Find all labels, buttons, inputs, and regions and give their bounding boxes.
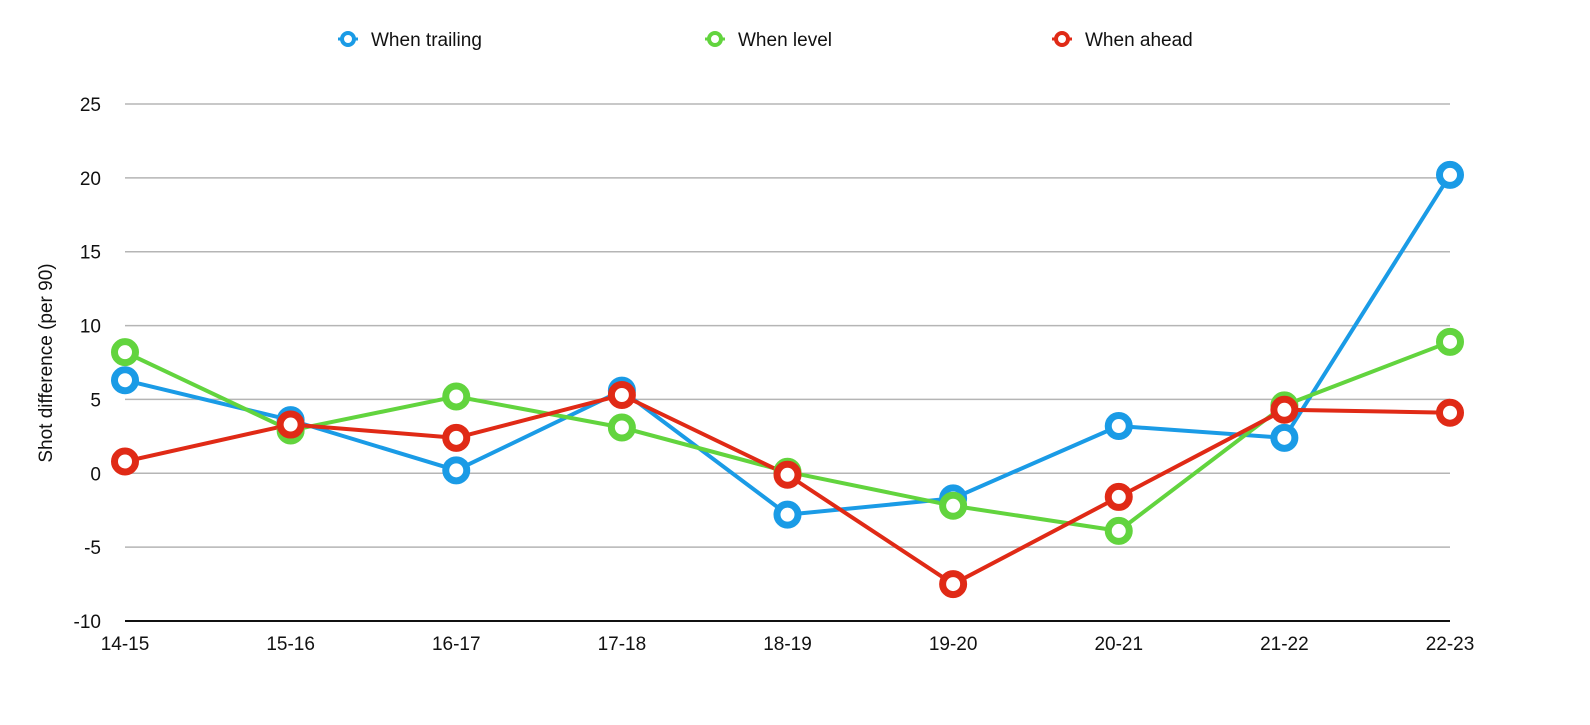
legend-item: When trailing [338, 30, 482, 51]
data-point [442, 456, 471, 485]
x-tick-label: 22-23 [1426, 634, 1475, 655]
data-point [276, 410, 305, 439]
data-point [773, 500, 802, 529]
x-tick-label: 14-15 [101, 634, 150, 655]
legend-label: When ahead [1085, 30, 1193, 51]
legend-item: When ahead [1052, 30, 1193, 51]
x-tick-label: 21-22 [1260, 634, 1309, 655]
y-tick-label: 15 [80, 243, 101, 264]
x-tick-label: 20-21 [1094, 634, 1143, 655]
y-tick-label: 10 [80, 317, 101, 338]
y-tick-label: -10 [74, 612, 101, 633]
data-point [1270, 423, 1299, 452]
legend-label: When trailing [371, 30, 482, 51]
series-group [111, 160, 1464, 599]
legend-swatch-marker [1054, 31, 1070, 47]
x-axis: 14-15 15-16 16-17 17-18 18-19 19-20 20-21 21-22… [101, 634, 1475, 655]
data-point [607, 380, 636, 409]
x-tick-label: 16-17 [432, 634, 481, 655]
data-point [607, 413, 636, 442]
data-point [111, 338, 139, 367]
y-axis: 25 20 15 10 5 0 -5 -10 [74, 95, 101, 633]
data-point [939, 570, 968, 599]
x-tick-label: 19-20 [929, 634, 978, 655]
y-tick-label: 5 [90, 390, 101, 411]
y-tick-label: -5 [84, 538, 101, 559]
data-point [1270, 395, 1299, 424]
data-point [1436, 160, 1464, 189]
data-point [939, 491, 968, 520]
legend-swatch-marker [340, 31, 356, 47]
legend-label: When level [738, 30, 832, 51]
data-point [1436, 398, 1464, 427]
x-tick-label: 17-18 [598, 634, 647, 655]
legend-item: When level [705, 30, 832, 51]
x-tick-label: 15-16 [266, 634, 315, 655]
y-tick-label: 25 [80, 95, 101, 116]
legend: When trailing When level When ahead [338, 30, 1193, 51]
x-tick-label: 18-19 [763, 634, 812, 655]
data-point [1436, 327, 1464, 356]
data-point [442, 423, 471, 452]
data-point [111, 447, 139, 476]
data-point [111, 366, 139, 395]
data-point [1104, 482, 1133, 511]
gridlines [125, 103, 1450, 622]
legend-swatch-marker [707, 31, 723, 47]
data-point [773, 460, 802, 489]
y-tick-label: 20 [80, 169, 101, 190]
y-tick-label: 0 [90, 464, 101, 485]
data-point [1104, 516, 1133, 545]
y-axis-title: Shot difference (per 90) [36, 263, 57, 462]
data-point [1104, 412, 1133, 441]
data-point [442, 382, 471, 411]
